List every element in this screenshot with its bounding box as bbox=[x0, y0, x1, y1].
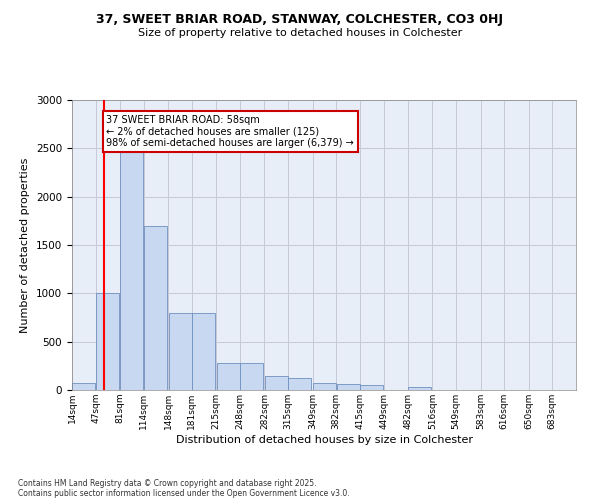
Text: 37, SWEET BRIAR ROAD, STANWAY, COLCHESTER, CO3 0HJ: 37, SWEET BRIAR ROAD, STANWAY, COLCHESTE… bbox=[97, 12, 503, 26]
Bar bbox=[409, 387, 431, 390]
Y-axis label: Number of detached properties: Number of detached properties bbox=[20, 158, 31, 332]
Text: Contains public sector information licensed under the Open Government Licence v3: Contains public sector information licen… bbox=[18, 488, 350, 498]
Bar bbox=[217, 363, 239, 390]
Bar bbox=[96, 294, 119, 390]
Bar bbox=[289, 378, 311, 390]
Bar bbox=[169, 312, 191, 390]
X-axis label: Distribution of detached houses by size in Colchester: Distribution of detached houses by size … bbox=[176, 434, 473, 444]
Bar bbox=[241, 363, 263, 390]
Text: 37 SWEET BRIAR ROAD: 58sqm
← 2% of detached houses are smaller (125)
98% of semi: 37 SWEET BRIAR ROAD: 58sqm ← 2% of detac… bbox=[106, 114, 354, 148]
Text: Size of property relative to detached houses in Colchester: Size of property relative to detached ho… bbox=[138, 28, 462, 38]
Bar bbox=[337, 384, 359, 390]
Text: Contains HM Land Registry data © Crown copyright and database right 2025.: Contains HM Land Registry data © Crown c… bbox=[18, 478, 317, 488]
Bar bbox=[144, 226, 167, 390]
Bar bbox=[265, 376, 288, 390]
Bar bbox=[192, 312, 215, 390]
Bar bbox=[360, 385, 383, 390]
Bar bbox=[313, 383, 336, 390]
Bar bbox=[121, 148, 143, 390]
Bar bbox=[73, 383, 95, 390]
